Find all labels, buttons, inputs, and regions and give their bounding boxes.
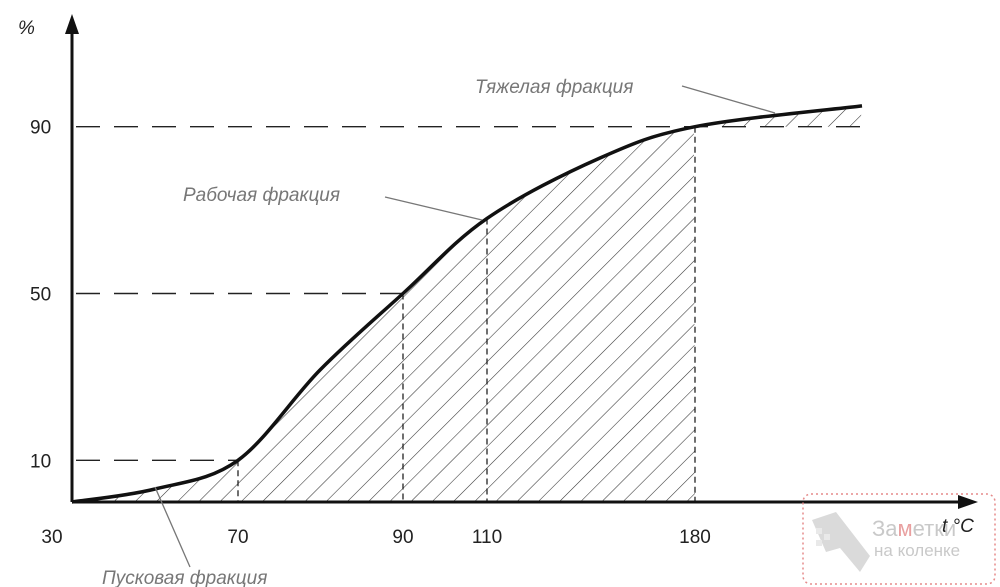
distillation-curve [71,104,863,504]
y-axis-arrow [65,14,79,34]
watermark-line2: на коленке [874,541,960,560]
x-tick-30: 30 [41,527,62,548]
y-axis-unit: % [18,18,35,39]
working-leader [384,196,483,221]
x-tick-labels: 30 70 90 110 180 [41,527,710,548]
x-axis-unit: t °C [942,516,974,537]
starting-fraction-label: Пусковая фракция [102,568,267,587]
x-tick-90: 90 [392,527,413,548]
x-tick-110: 110 [472,527,502,548]
watermark-frame [802,493,996,585]
starting-leader [154,486,191,568]
working-fraction-label: Рабочая фракция [183,185,340,206]
x-tick-180: 180 [679,527,711,548]
heavy-leader [681,85,776,114]
x-axis-arrow [958,495,978,509]
guide-lines [76,125,862,502]
heavy-fraction-label: Тяжелая фракция [475,77,633,98]
watermark: Заметки на коленке [802,493,996,585]
x-tick-70: 70 [227,527,248,548]
annotation-leaders [154,85,776,568]
watermark-line1: Заметки [872,516,956,541]
axes [65,14,978,509]
starting-fraction-area [72,460,238,502]
y-tick-90: 90 [30,118,51,139]
y-tick-50: 50 [30,285,51,306]
watermark-logo-icon [812,512,870,572]
y-tick-labels: 10 50 90 [30,118,51,473]
working-fraction-area [238,126,695,502]
y-tick-10: 10 [30,451,51,472]
